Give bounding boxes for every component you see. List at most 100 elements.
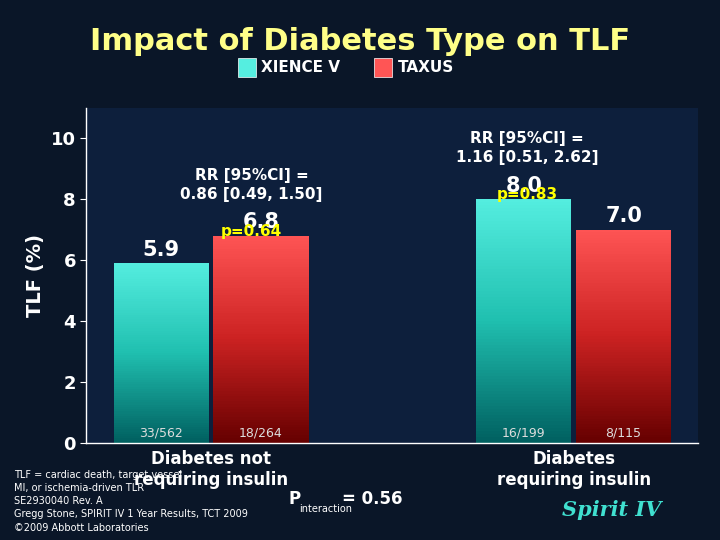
Bar xyxy=(213,285,309,288)
Bar xyxy=(476,415,572,418)
Bar xyxy=(213,334,309,337)
Bar xyxy=(476,291,572,294)
Bar xyxy=(213,319,309,321)
Bar xyxy=(576,440,671,443)
Bar xyxy=(476,394,572,397)
Text: P: P xyxy=(288,490,300,509)
Bar xyxy=(576,299,671,302)
Bar xyxy=(476,315,572,318)
Bar xyxy=(114,391,209,394)
Bar xyxy=(576,280,671,283)
Bar xyxy=(213,368,309,370)
Bar xyxy=(114,398,209,400)
Bar xyxy=(576,307,671,309)
Bar xyxy=(114,279,209,281)
Bar xyxy=(476,312,572,315)
Bar xyxy=(576,262,671,265)
Bar xyxy=(213,383,309,386)
Bar xyxy=(576,363,671,366)
Bar xyxy=(213,373,309,375)
Bar xyxy=(213,244,309,246)
Bar xyxy=(576,254,671,256)
Bar xyxy=(576,230,671,232)
Bar xyxy=(213,404,309,407)
Bar xyxy=(476,422,572,424)
Bar xyxy=(213,306,309,308)
Bar xyxy=(213,427,309,430)
Bar xyxy=(213,272,309,275)
Text: interaction: interaction xyxy=(299,504,352,514)
Bar xyxy=(576,349,671,352)
Bar xyxy=(114,355,209,357)
Bar xyxy=(476,388,572,391)
Bar xyxy=(576,437,671,440)
Bar xyxy=(476,221,572,224)
Bar xyxy=(114,284,209,286)
Bar xyxy=(576,406,671,408)
Bar xyxy=(114,364,209,367)
Bar xyxy=(476,367,572,370)
Bar xyxy=(576,259,671,262)
Bar xyxy=(476,285,572,288)
Text: TAXUS: TAXUS xyxy=(398,60,454,75)
Bar xyxy=(476,324,572,327)
Bar xyxy=(213,316,309,319)
Bar xyxy=(114,414,209,416)
Bar xyxy=(576,347,671,349)
Bar xyxy=(476,379,572,382)
Bar xyxy=(114,348,209,351)
Bar xyxy=(213,303,309,306)
Bar xyxy=(213,355,309,357)
Bar xyxy=(213,295,309,298)
Bar xyxy=(114,420,209,423)
Bar xyxy=(114,423,209,425)
Bar xyxy=(114,290,209,292)
Bar xyxy=(576,392,671,395)
Bar xyxy=(576,403,671,406)
Bar xyxy=(576,374,671,376)
Bar xyxy=(213,275,309,277)
Bar xyxy=(476,214,572,218)
Bar xyxy=(114,317,209,319)
Bar xyxy=(476,409,572,413)
Bar xyxy=(213,386,309,388)
Bar xyxy=(476,224,572,227)
Bar xyxy=(114,371,209,373)
Bar xyxy=(476,403,572,406)
Bar xyxy=(114,438,209,441)
Bar xyxy=(213,345,309,347)
Bar xyxy=(114,409,209,411)
Bar xyxy=(114,396,209,398)
Bar xyxy=(114,346,209,348)
Bar xyxy=(213,362,309,365)
Bar xyxy=(114,387,209,389)
Bar xyxy=(576,379,671,382)
Bar xyxy=(576,429,671,432)
Bar xyxy=(213,401,309,404)
Bar xyxy=(476,413,572,415)
Bar xyxy=(576,339,671,342)
Bar xyxy=(576,384,671,387)
Text: 16/199: 16/199 xyxy=(502,427,546,440)
Bar xyxy=(114,373,209,375)
Bar xyxy=(114,377,209,380)
Bar xyxy=(213,433,309,435)
Bar xyxy=(213,251,309,254)
Bar xyxy=(476,212,572,214)
Bar xyxy=(476,233,572,236)
Bar xyxy=(213,236,309,239)
Text: p=0.83: p=0.83 xyxy=(497,187,557,202)
Bar xyxy=(576,342,671,345)
Bar xyxy=(576,395,671,397)
Bar xyxy=(476,361,572,363)
Bar xyxy=(213,417,309,420)
Bar xyxy=(114,303,209,306)
Bar xyxy=(213,370,309,373)
Bar xyxy=(213,360,309,362)
Bar xyxy=(213,308,309,311)
Bar xyxy=(213,378,309,381)
Bar xyxy=(114,292,209,295)
Bar xyxy=(476,357,572,361)
Bar xyxy=(476,330,572,333)
Bar xyxy=(114,333,209,335)
